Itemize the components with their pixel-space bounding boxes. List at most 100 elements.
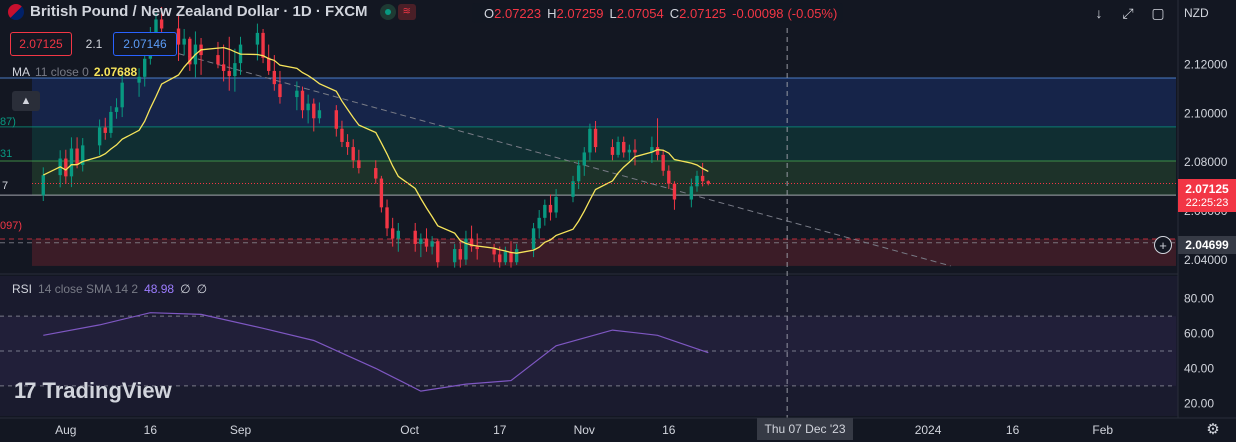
time-tick-label: 16 [1006, 423, 1020, 437]
left-label-a: 87) [0, 116, 16, 128]
candle-body [627, 149, 632, 153]
candle-body [633, 149, 637, 153]
candle-body [351, 147, 355, 161]
candle-body [548, 204, 553, 213]
zone-band [32, 78, 1176, 127]
ma-name: MA [12, 65, 30, 79]
time-tick-label: 2024 [915, 423, 942, 437]
change-percent: (-0.05%) [787, 5, 838, 21]
rsi-na-2: ∅ [196, 282, 208, 296]
time-tick-label: Oct [400, 423, 419, 437]
price-tick-label: 2.04000 [1184, 253, 1228, 267]
candle-body [374, 168, 378, 179]
candle-body [227, 70, 231, 77]
candle-body [306, 103, 310, 111]
candle-body [588, 128, 592, 153]
bid-price-button[interactable]: 2.07125 [10, 32, 72, 56]
rsi-legend[interactable]: RSI 14 close SMA 14 2 48.98 ∅ ∅ [12, 282, 207, 296]
candle-body [188, 38, 192, 65]
zone-band [32, 126, 1176, 161]
candle-body [143, 58, 147, 77]
symbol-legend[interactable]: British Pound / New Zealand Dollar · 1D … [8, 3, 416, 20]
candle-body [159, 19, 164, 29]
time-tick-label: Aug [55, 423, 76, 437]
candle-body [379, 178, 384, 208]
candle-body [706, 181, 710, 184]
candle-body [340, 128, 344, 142]
candle-body [498, 254, 502, 263]
bar-countdown: 22:25:23 [1185, 196, 1229, 209]
rsi-tick-label: 40.00 [1184, 361, 1214, 375]
time-tick-label: Nov [574, 423, 595, 437]
time-tick-label: 17 [493, 423, 507, 437]
last-price-label: 2.07125 22:25:23 [1178, 179, 1236, 212]
last-price-value: 2.07125 [1185, 181, 1229, 196]
candle-body [475, 246, 479, 250]
gear-icon[interactable]: ⚙ [1206, 421, 1220, 438]
ask-price-button[interactable]: 2.07146 [113, 32, 177, 56]
candle-body [509, 251, 513, 263]
candle-body [103, 127, 107, 133]
close-label: C [669, 5, 680, 21]
moving-average-line [43, 46, 709, 254]
candle-body [385, 207, 389, 229]
candle-body [120, 82, 124, 108]
spread-value: 2.1 [85, 37, 103, 51]
open-value: 2.07223 [494, 5, 542, 21]
tradingview-wordmark: TradingView [42, 378, 172, 403]
candle-body [221, 64, 226, 71]
left-label-d: 097) [0, 220, 23, 232]
candle-body [582, 152, 586, 166]
candle-body [154, 19, 158, 35]
candle-body [543, 204, 547, 218]
trendline [178, 53, 951, 267]
candle-body [81, 145, 85, 165]
candle-body [464, 238, 468, 260]
price-scale-background [1178, 0, 1236, 442]
candle-body [537, 217, 541, 229]
candle-body [97, 127, 102, 146]
change-value: -0.00098 [732, 5, 784, 21]
tradingview-logo[interactable]: 17 TradingView [14, 378, 172, 404]
crosshair-date-label: Thu 07 Dec '23 [757, 418, 853, 440]
price-tick-label: 2.12000 [1184, 58, 1228, 72]
rsi-band [0, 316, 1176, 386]
candle-body [430, 241, 434, 247]
ohlc-legend: O 2.07223 H 2.07259 L 2.07054 C 2.07125 -0.0… [472, 3, 844, 23]
left-label-c: 7 [2, 180, 9, 192]
candle-body [278, 84, 282, 98]
currency-label[interactable]: NZD [1184, 6, 1209, 20]
ma-legend[interactable]: MA 11 close 0 2.07688 [12, 65, 137, 79]
candle-body [458, 249, 462, 260]
candle-body [114, 107, 119, 112]
candle-body [317, 110, 322, 119]
market-status-icon[interactable]: ≋ [379, 3, 416, 20]
candle-body [661, 154, 665, 171]
close-value: 2.07125 [679, 5, 727, 21]
screenshot-icon[interactable]: ▢ [1151, 4, 1165, 21]
candle-body [492, 249, 496, 255]
low-label: L [609, 5, 617, 21]
collapse-legend-button[interactable]: ▲ [12, 91, 40, 111]
candle-body [452, 249, 457, 263]
candle-body [334, 110, 339, 129]
candle-body [261, 32, 265, 58]
candle-body [137, 76, 141, 83]
candle-body [622, 141, 626, 153]
candle-body [593, 128, 598, 148]
price-tick-label: 2.10000 [1184, 106, 1228, 120]
candle-body [396, 230, 400, 239]
left-label-b: 31 [0, 148, 13, 160]
candle-body [689, 186, 694, 200]
candle-body [469, 238, 474, 247]
tradingview-mark-icon: 17 [14, 378, 37, 403]
crosshair-price-label: 2.04699 [1178, 236, 1236, 254]
add-alert-plus-icon[interactable]: + [1154, 236, 1172, 254]
fullscreen-icon[interactable]: ⤢ [1122, 4, 1134, 21]
candle-body [41, 175, 45, 196]
rsi-tick-label: 20.00 [1184, 396, 1214, 410]
arrow-down-icon[interactable]: ↓ [1095, 5, 1103, 21]
candle-body [69, 148, 74, 177]
